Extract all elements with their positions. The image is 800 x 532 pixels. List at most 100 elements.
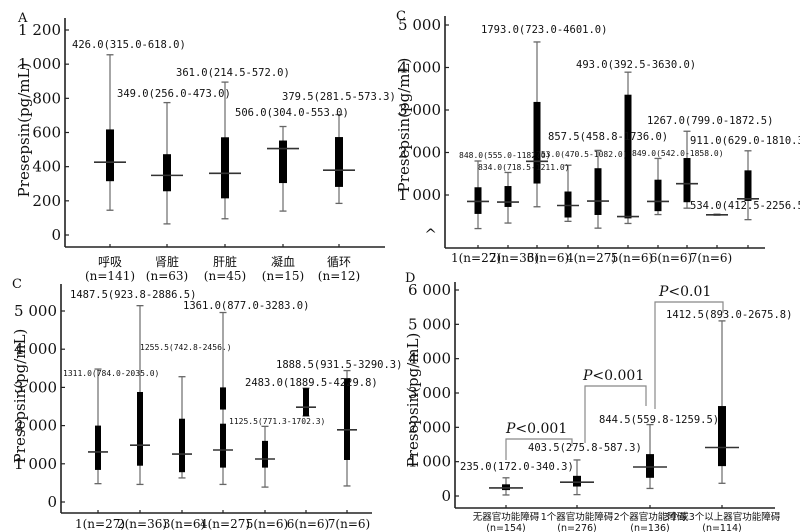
y-tick-label: 5 000 (398, 16, 441, 34)
p-value-label: P<0.001 (505, 421, 567, 437)
p-value-label: P<0.01 (658, 284, 711, 300)
panel-c-top-chart: C Presepsin(pg/mL)1 000 2 000 3 000 4 000 5 0… (395, 9, 800, 265)
x-category-label: 5(n=6) (246, 517, 288, 531)
significance-bracket (584, 385, 647, 443)
panel-letter: A (17, 11, 28, 26)
median-iqr-annotation: 361.0(214.5-572.0) (176, 67, 290, 79)
median-iqr-annotation: 834.0(718.5-1211.0) (478, 163, 570, 172)
box-iqr (163, 154, 171, 192)
box-iqr (137, 391, 143, 466)
median-iqr-annotation: 506.0(304.0-553.0) (235, 107, 349, 119)
median-iqr-annotation: 2483.0(1889.5-4229.8) (245, 377, 378, 389)
median-iqr-annotation: 403.5(275.8-587.3) (528, 442, 642, 454)
x-category-n: (n=45) (204, 269, 246, 283)
median-iqr-annotation: 848.0(555.0-1182.0) (459, 151, 551, 160)
y-tick-label: 1 000 (18, 55, 61, 73)
y-tick-label: 600 (32, 124, 61, 142)
box-iqr (474, 187, 482, 214)
x-category-label: 4(n=27) (200, 517, 250, 531)
x-category-name: 1个器官功能障碍 (541, 511, 614, 523)
median-iqr-annotation: 1311.0(784.0-2035.0) (63, 369, 159, 378)
p-symbol: P (505, 421, 516, 437)
box-iqr (594, 168, 602, 215)
significance-bracket (505, 438, 573, 460)
y-tick-label: 5 000 (408, 315, 451, 333)
median-iqr-annotation: 1255.5(742.8-2456.) (140, 343, 232, 352)
box-iqr (744, 170, 752, 201)
y-tick-label: 0 (47, 493, 57, 511)
y-tick-label: 1 000 (398, 186, 441, 204)
x-category-label: 5(n=6) (611, 251, 653, 265)
y-axis-label: Presepsin(pg/mL) (395, 58, 413, 193)
y-tick-label: 3 000 (398, 101, 441, 119)
box-iqr (646, 454, 654, 478)
median-iqr-annotation: 426.0(315.0-618.0) (72, 39, 186, 51)
y-tick-label: 1 200 (18, 21, 61, 39)
median-iqr-annotation: 857.5(458.8-1736.0) (548, 131, 668, 143)
median-iqr-annotation: 1361.0(877.0-3283.0) (183, 300, 309, 312)
x-category-n: (n=12) (318, 269, 360, 283)
x-category-name: 肝脏 (213, 254, 237, 269)
x-category-label: 2(n=36) (117, 517, 167, 531)
median-iqr-annotation: 1412.5(893.0-2675.8) (666, 309, 792, 321)
box-iqr (335, 137, 343, 187)
p-threshold: <0.01 (668, 284, 711, 300)
y-tick-label: 200 (32, 192, 61, 210)
box-iqr (683, 158, 691, 203)
box-iqr (573, 475, 581, 487)
y-tick-label: 400 (32, 158, 61, 176)
panel-a-chart: A Presepsin(pg/mL) 0 200 400 600 800 1 000 1 200… (15, 11, 396, 283)
box-iqr (262, 440, 268, 468)
p-symbol: P (582, 368, 593, 384)
x-category-label: 4(n=27) (566, 251, 616, 265)
x-category-name: 无器官功能障碍 (473, 511, 540, 523)
x-category-n: (n=154) (486, 523, 526, 532)
x-category-n: (n=114) (702, 523, 742, 532)
median-iqr-annotation: 534.0(412.5-2256.5) (690, 200, 800, 212)
x-category-name: 2个器官功能障碍 (614, 511, 687, 523)
y-tick-label: 5 000 (14, 302, 57, 320)
median-iqr-annotation: 235.0(172.0-340.3) (460, 461, 574, 473)
panel-letter: C (396, 9, 406, 24)
box-iqr (179, 418, 185, 473)
x-category-label: 1(n=27) (451, 251, 501, 265)
y-axis-label: Presepsin(pg/mL) (15, 63, 33, 198)
y-tick-label: 4 000 (408, 350, 451, 368)
x-category-n: (n=141) (85, 269, 135, 283)
median-iqr-annotation: 849.0(542.0-1858.0) (632, 149, 724, 158)
box-iqr (564, 191, 572, 218)
x-category-n: (n=276) (557, 523, 597, 532)
median-iqr-annotation: 1487.5(923.8-2886.5) (70, 289, 196, 301)
y-axis-label: Presepsin(pg/mL) (404, 333, 422, 468)
x-category-label: 2(n=36) (489, 251, 539, 265)
box-iqr (95, 425, 101, 470)
x-category-label: 7(n=6) (328, 517, 370, 531)
significance-bracket (654, 301, 724, 409)
x-category-name: 呼吸 (98, 255, 122, 269)
box-iqr (654, 179, 662, 212)
y-tick-label: 2 000 (398, 144, 441, 162)
box-iqr (220, 423, 226, 468)
x-category-n: (n=136) (630, 523, 670, 532)
y-axis-label: Presepsin(pg/mL) (11, 329, 29, 464)
box-iqr (624, 94, 632, 219)
y-tick-label: 1 000 (408, 453, 451, 471)
median-iqr-annotation: 753.0(470.5-1082.0) (536, 150, 628, 159)
p-value-label: P<0.001 (582, 368, 644, 384)
p-symbol: P (658, 284, 669, 300)
p-threshold: <0.001 (592, 368, 644, 384)
box-iqr (303, 388, 309, 417)
x-category-n: (n=15) (262, 269, 304, 283)
box-iqr (221, 137, 229, 199)
y-tick-label: 3 000 (14, 378, 57, 396)
x-category-label: 7(n=6) (690, 251, 732, 265)
median-iqr-annotation: 1125.5(771.3-1702.3) (229, 417, 325, 426)
median-iqr-annotation: 1267.0(799.0-1872.5) (647, 115, 773, 127)
x-category-label: 6(n=6) (287, 517, 329, 531)
y-tick-label: 0 (441, 487, 451, 505)
x-category-label: 3(n=6) (527, 251, 569, 265)
median-iqr-annotation: 911.0(629.0-1810.3) (690, 135, 800, 147)
x-category-name: 凝血 (271, 254, 295, 269)
y-tick-label: 800 (32, 89, 61, 107)
